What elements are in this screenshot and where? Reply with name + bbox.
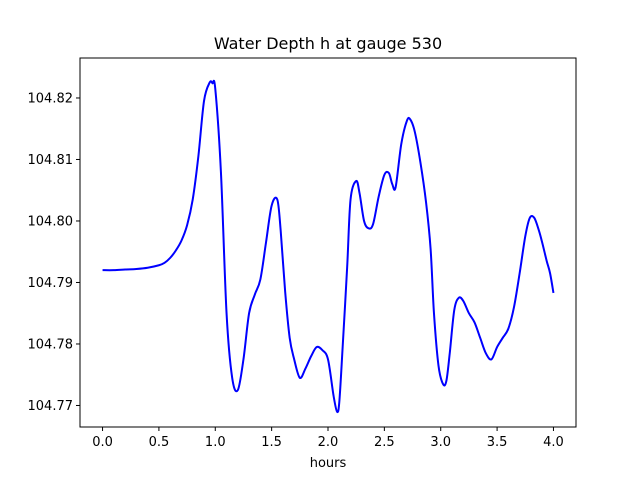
x-tick-label: 2.5 [374,435,395,450]
y-tick-label: 104.82 [28,91,74,106]
y-tick-label: 104.77 [28,399,74,414]
x-tick-label: 3.0 [430,435,451,450]
x-tick-label: 1.5 [261,435,282,450]
chart-title: Water Depth h at gauge 530 [214,34,442,53]
y-tick-label: 104.79 [28,276,74,291]
y-tick-label: 104.81 [28,153,74,168]
y-axis: 104.77 104.78 104.79 104.80 104.81 104.82 [28,91,80,414]
plot-frame [79,57,577,428]
x-tick-label: 0.0 [92,435,113,450]
x-axis: 0.0 0.5 1.0 1.5 2.0 2.5 3.0 3.5 4.0 [92,427,564,450]
y-tick-label: 104.80 [28,214,74,229]
x-tick-label: 2.0 [318,435,339,450]
x-axis-label: hours [310,456,347,471]
x-tick-label: 3.5 [487,435,508,450]
x-tick-label: 0.5 [149,435,170,450]
series-line [102,79,555,414]
plot-area [102,79,555,414]
y-tick-label: 104.78 [28,337,74,352]
x-tick-label: 1.0 [205,435,226,450]
x-tick-label: 4.0 [543,435,564,450]
